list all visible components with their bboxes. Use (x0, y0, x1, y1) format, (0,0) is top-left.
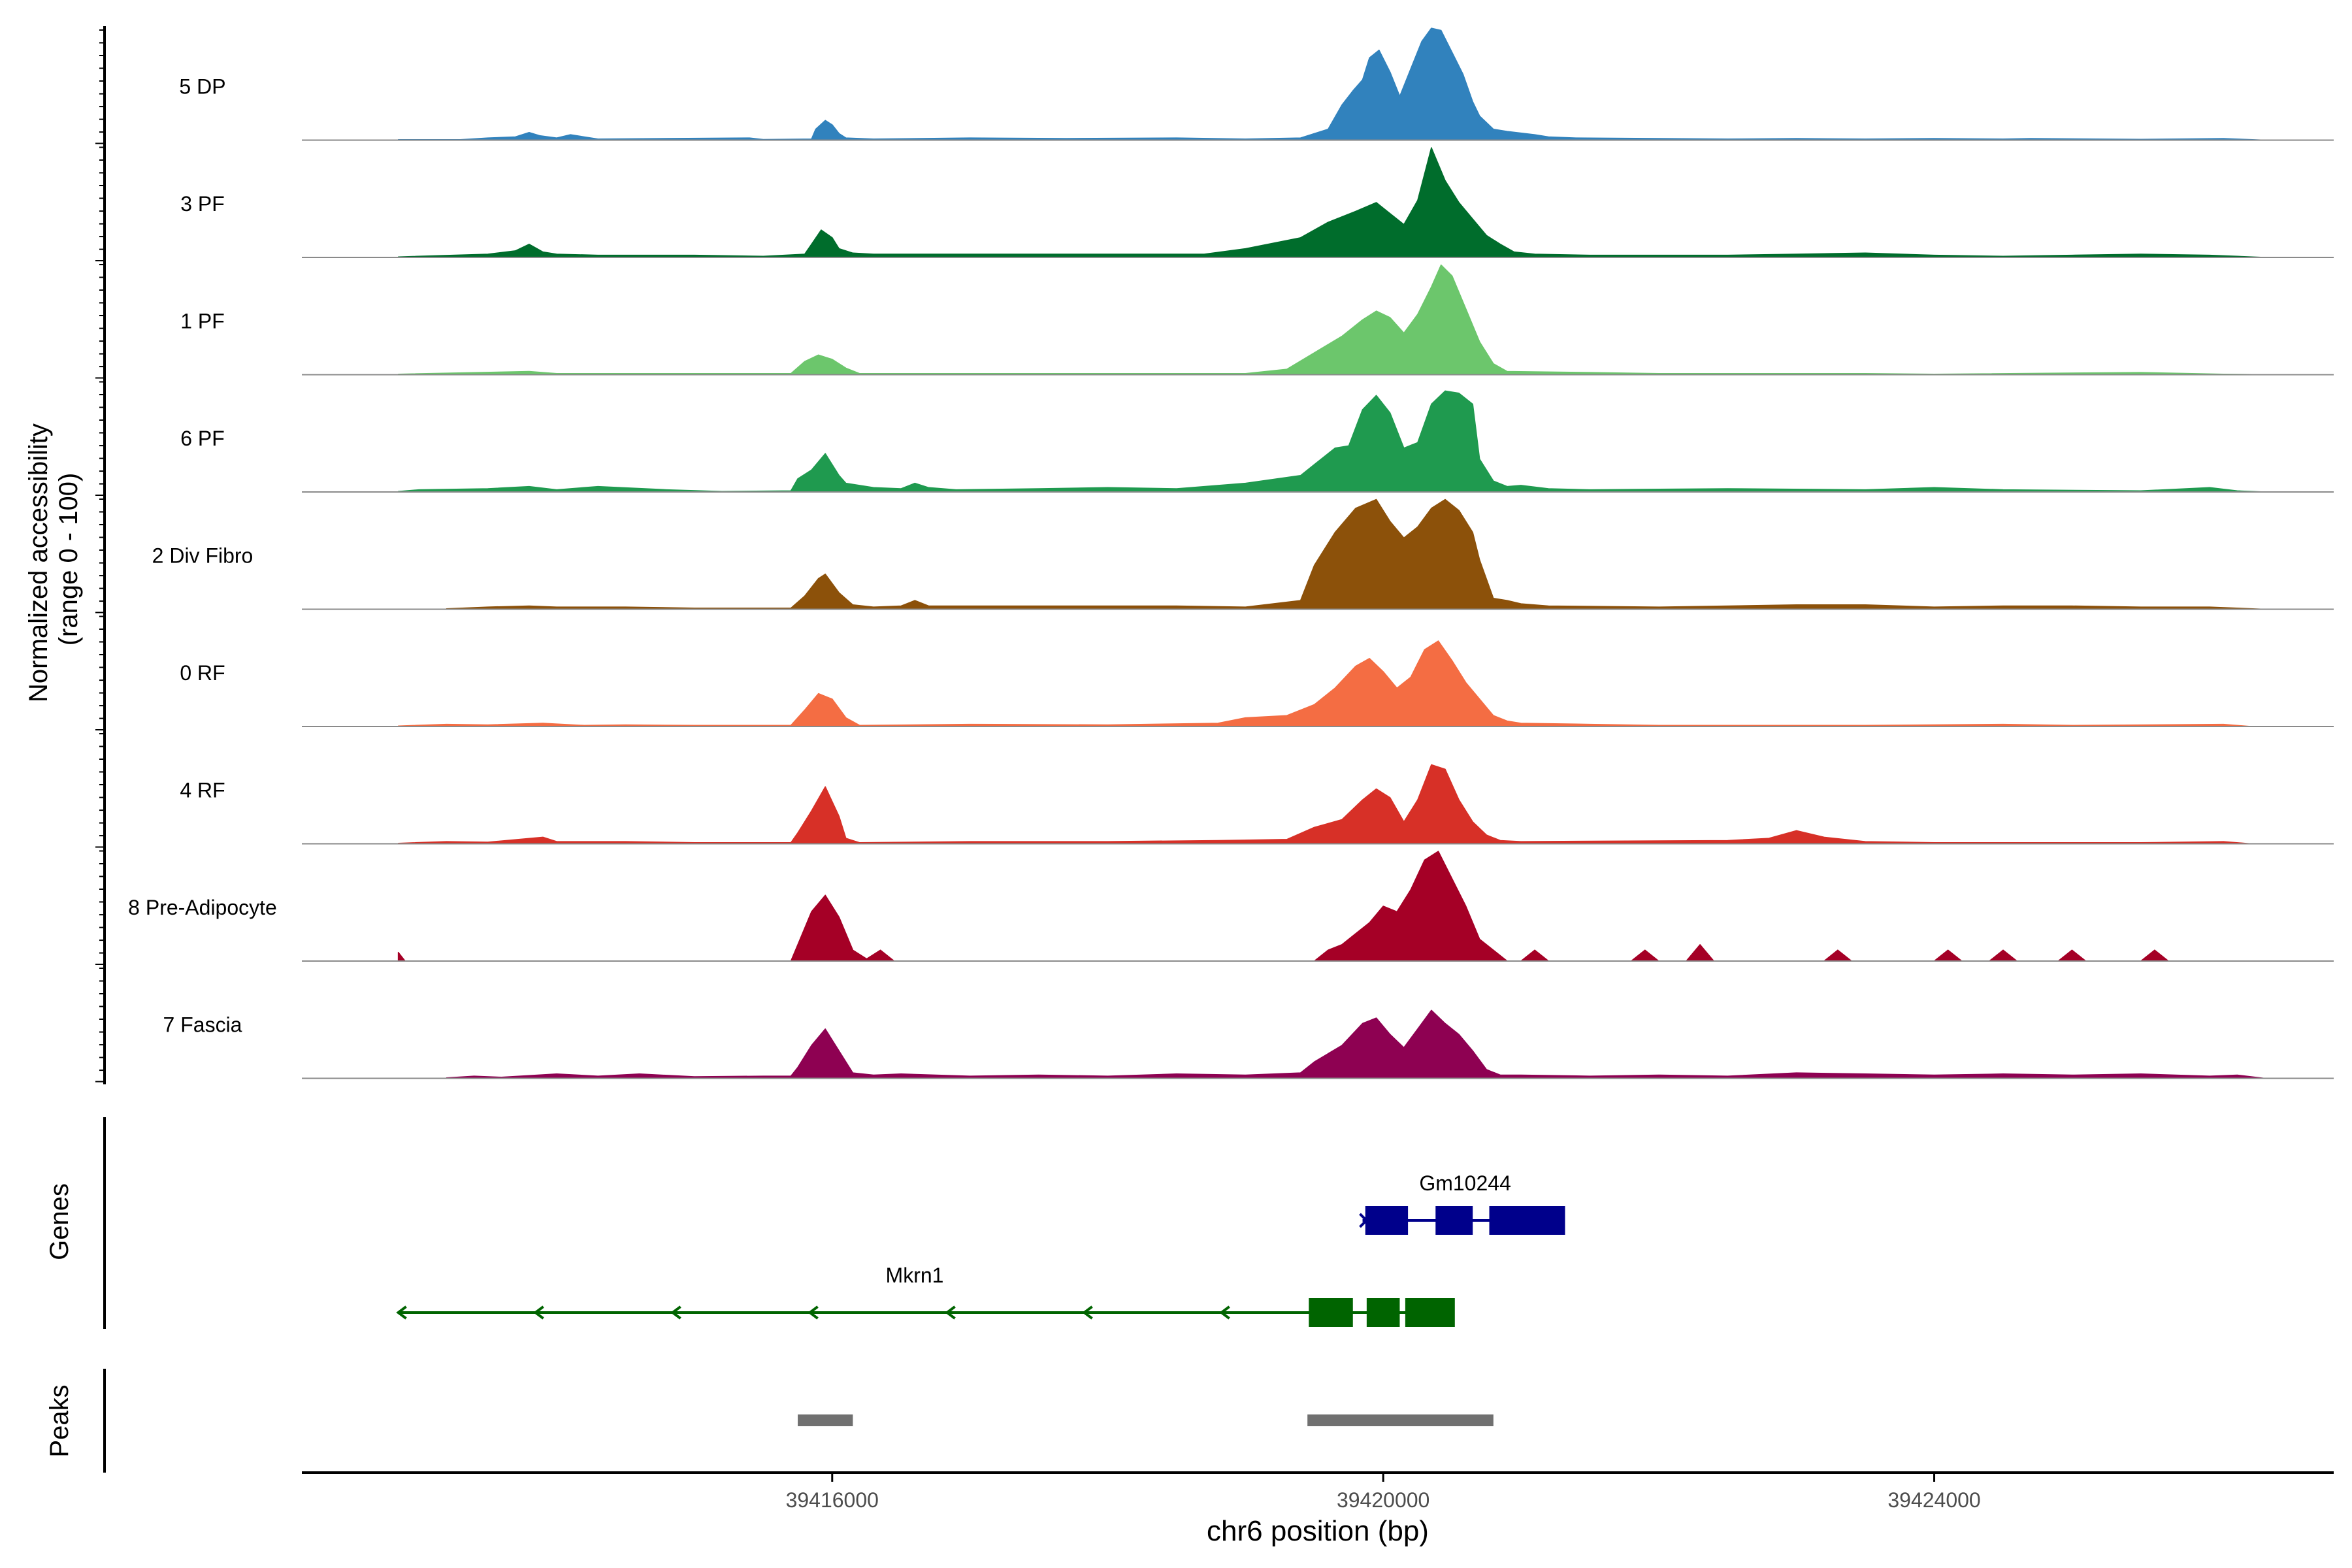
strand-arrow (808, 1305, 819, 1320)
gene-gm10244: Gm10244 (1359, 1171, 1565, 1235)
strand-arrow (396, 1305, 407, 1320)
strand-arrow (1219, 1305, 1230, 1320)
track-label: 4 RF (180, 779, 225, 802)
track-area (397, 27, 2266, 141)
track-0-rf: 0 RF (180, 640, 2334, 727)
track-1-pf: 1 PF (180, 264, 2334, 376)
track-area (446, 1009, 2266, 1079)
genes-panel: Gm10244 Mkrn1 (396, 1171, 1565, 1327)
x-axis: 39416000 39420000 39424000 (302, 1471, 2334, 1512)
peaks-label: Peaks (45, 1384, 74, 1457)
track-7-fascia: 7 Fascia (163, 1009, 2334, 1079)
y-axis-label: Normalized accessibility (range 0 - 100) (24, 416, 83, 702)
x-tick-label: 39416000 (786, 1488, 879, 1512)
accessibility-tracks: 5 DP 3 PF 1 PF 6 PF 2 Div Fibro 0 RF 4 RF 8 Pre… (128, 27, 2334, 1079)
track-area (397, 640, 2252, 727)
gene-mkrn1: Mkrn1 (396, 1264, 1455, 1327)
x-tick-label: 39424000 (1887, 1488, 1980, 1512)
track-4-rf: 4 RF (180, 764, 2334, 845)
strand-arrow (945, 1305, 956, 1320)
strand-arrow (1082, 1305, 1093, 1320)
track-label: 7 Fascia (163, 1013, 242, 1037)
track-label: 6 PF (180, 427, 225, 450)
x-tick-label: 39420000 (1337, 1488, 1429, 1512)
exon-block (1366, 1298, 1400, 1327)
exon-block (1309, 1298, 1353, 1327)
track-label: 5 DP (179, 75, 225, 99)
strand-arrow (533, 1305, 544, 1320)
exon-block (1489, 1206, 1565, 1235)
track-5-dp: 5 DP (179, 27, 2334, 141)
peak-block (798, 1414, 853, 1426)
genes-label: Genes (45, 1183, 74, 1260)
track-2-div-fibro: 2 Div Fibro (152, 498, 2334, 610)
exon-block (1405, 1298, 1455, 1327)
track-area (397, 264, 2266, 376)
strand-arrow (670, 1305, 681, 1320)
gene-label: Gm10244 (1419, 1171, 1511, 1195)
peaks-panel (798, 1414, 1494, 1426)
track-area (397, 147, 2266, 258)
track-label: 2 Div Fibro (152, 544, 253, 568)
track-label: 3 PF (180, 192, 225, 216)
peak-block (1307, 1414, 1494, 1426)
track-label: 1 PF (180, 310, 225, 333)
track-area (397, 764, 2252, 845)
track-label: 0 RF (180, 661, 225, 685)
track-area (397, 851, 2197, 962)
track-label: 8 Pre-Adipocyte (128, 896, 277, 919)
track-axis (95, 26, 106, 1085)
track-8-pre-adipocyte: 8 Pre-Adipocyte (128, 851, 2334, 962)
track-area (397, 390, 2266, 493)
exon-block (1435, 1206, 1473, 1235)
x-axis-label: chr6 position (bp) (1207, 1515, 1429, 1547)
track-3-pf: 3 PF (180, 147, 2334, 258)
track-6-pf: 6 PF (180, 390, 2334, 493)
exon-block (1365, 1206, 1409, 1235)
gene-label: Mkrn1 (886, 1264, 944, 1287)
track-area (446, 498, 2266, 610)
